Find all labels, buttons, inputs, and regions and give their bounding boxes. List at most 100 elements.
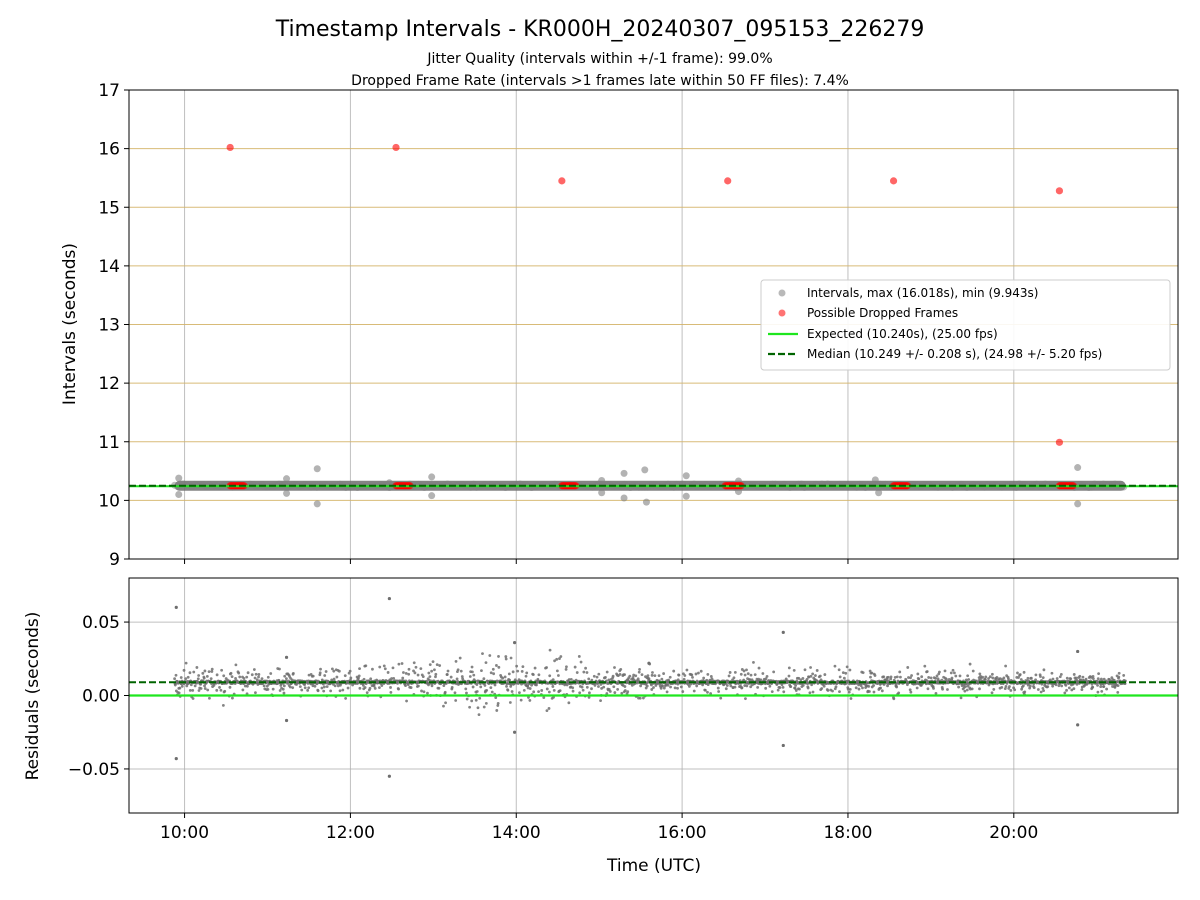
- residual-point: [575, 671, 579, 674]
- residual-point: [391, 666, 395, 670]
- residual-point: [646, 674, 650, 678]
- residual-point: [991, 676, 995, 680]
- residual-point: [895, 685, 899, 689]
- residual-point: [869, 675, 872, 679]
- residual-point: [889, 675, 893, 679]
- residual-point: [844, 671, 848, 675]
- interval-outlier-point: [734, 488, 742, 496]
- residual-point: [789, 685, 793, 689]
- residual-point: [508, 678, 512, 682]
- residual-point: [504, 655, 508, 658]
- residual-point: [1016, 671, 1019, 675]
- residual-point: [526, 684, 530, 688]
- residual-point: [1051, 677, 1055, 681]
- residual-point: [215, 673, 219, 677]
- residual-point: [990, 691, 994, 695]
- residual-point: [604, 676, 607, 679]
- residual-point: [205, 675, 209, 678]
- residual-point: [794, 684, 798, 687]
- residual-point: [234, 663, 238, 667]
- residual-point: [330, 667, 334, 671]
- residuals-x-tick-label: 18:00: [823, 823, 872, 843]
- residual-point: [246, 671, 250, 675]
- residual-point: [557, 674, 560, 677]
- residual-point: [431, 660, 435, 664]
- residual-point: [503, 675, 507, 679]
- residual-point: [951, 668, 955, 672]
- interval-outlier-point: [598, 489, 606, 497]
- residual-point: [923, 664, 927, 668]
- residual-point: [897, 691, 901, 695]
- residual-point: [1022, 670, 1026, 674]
- residual-point: [597, 672, 601, 676]
- residual-point: [344, 697, 348, 700]
- residual-point: [426, 691, 429, 695]
- residual-point: [580, 685, 584, 689]
- residual-point: [702, 676, 706, 680]
- residual-point: [412, 669, 415, 673]
- chart-legend: Intervals, max (16.018s), min (9.943s) P…: [760, 279, 1171, 371]
- residual-point: [184, 661, 188, 665]
- residual-point: [990, 672, 994, 676]
- residual-point: [1069, 677, 1073, 681]
- residual-point: [981, 675, 985, 679]
- residual-point: [1096, 677, 1100, 681]
- residual-point: [1084, 677, 1088, 681]
- residual-point: [946, 688, 949, 691]
- residual-point: [288, 685, 292, 689]
- residual-point: [935, 674, 939, 678]
- residual-point: [489, 671, 493, 675]
- dropped-frame-point: [392, 143, 400, 152]
- residual-point: [1050, 671, 1054, 675]
- residual-point: [811, 672, 815, 676]
- residual-point: [285, 677, 288, 681]
- residual-point: [587, 677, 591, 681]
- residual-point: [445, 673, 449, 676]
- residual-point: [417, 684, 420, 688]
- residual-point: [748, 678, 752, 682]
- residual-point: [1102, 685, 1106, 688]
- residual-point: [608, 690, 612, 693]
- residual-point: [537, 673, 541, 677]
- residual-point: [515, 664, 519, 668]
- residual-point: [520, 669, 524, 673]
- residual-point: [647, 677, 651, 681]
- residual-point: [196, 677, 200, 681]
- residual-point: [753, 673, 757, 677]
- residual-point: [490, 690, 494, 694]
- residual-point: [673, 686, 677, 690]
- residual-point: [203, 684, 206, 688]
- residual-point: [524, 674, 528, 678]
- residual-point: [910, 674, 913, 677]
- residual-point: [909, 676, 912, 680]
- residual-point: [607, 687, 611, 691]
- residual-point: [195, 666, 199, 669]
- residual-point: [799, 678, 803, 682]
- residual-point: [706, 683, 710, 687]
- residual-point: [872, 690, 876, 694]
- residual-point: [505, 684, 508, 688]
- residual-outlier-point: [284, 655, 289, 659]
- interval-outlier-point: [620, 494, 628, 502]
- residual-point: [316, 689, 320, 693]
- intervals-y-tick-label: 13: [98, 316, 120, 336]
- residual-point: [1100, 689, 1104, 693]
- residuals-y-ticks: −0.05 0.00 0.05: [68, 613, 129, 780]
- residual-point: [743, 673, 747, 677]
- residual-point: [666, 683, 670, 687]
- interval-outlier-point: [875, 489, 883, 497]
- residual-point: [203, 687, 207, 690]
- residual-point: [497, 655, 500, 658]
- residual-point: [592, 674, 596, 678]
- residual-point: [1042, 689, 1045, 692]
- residual-point: [559, 655, 563, 658]
- residual-point: [434, 675, 437, 679]
- residual-point: [208, 696, 211, 700]
- residual-point: [880, 689, 884, 693]
- interval-outlier-point: [1074, 464, 1082, 472]
- residual-point: [729, 684, 733, 688]
- residual-point: [278, 689, 282, 692]
- residual-point: [392, 677, 396, 680]
- residual-point: [230, 675, 234, 678]
- dropped-frame-point: [1055, 438, 1064, 446]
